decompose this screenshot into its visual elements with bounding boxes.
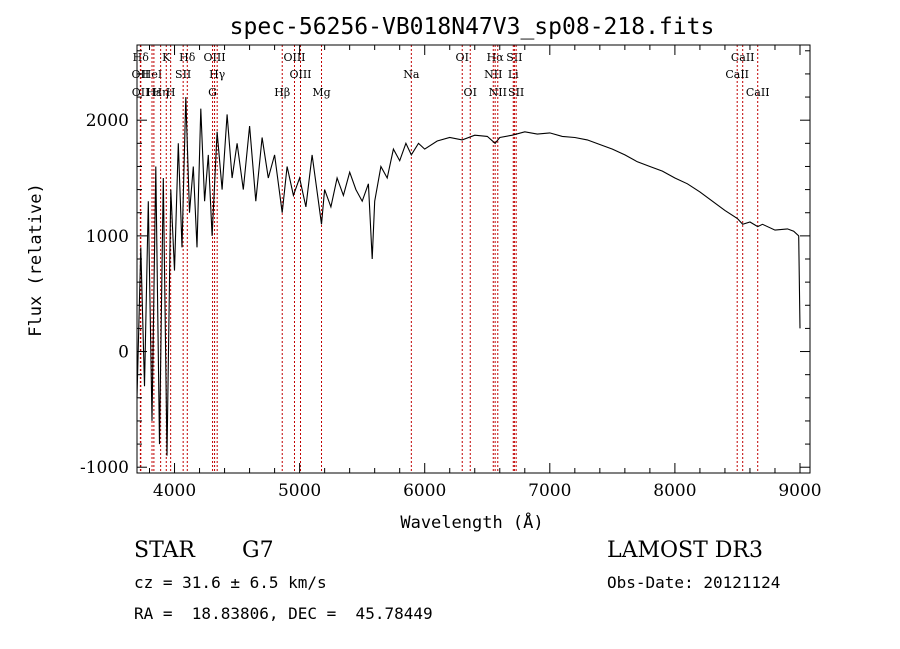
y-tick-label-2: 1000 [86,227,129,247]
object-class: STAR [134,538,195,563]
line-marker-label-24: Li [508,68,519,81]
line-marker-label-26: CaII [731,51,755,64]
line-marker-label-15: OIII [289,68,311,81]
x-tick-label-1: 5000 [278,481,321,501]
line-marker-label-21: NII [484,68,502,81]
emission-line-markers: HδOIIOIIHeIHεHηKSIIHHδOIIIHγGHβOIIIOIIIM… [132,45,770,473]
line-marker-label-23: SII [506,51,522,64]
line-marker-label-20: Hα [487,51,505,64]
line-marker-label-17: Na [403,68,420,81]
line-marker-label-28: CaII [746,86,770,99]
line-marker-label-14: OIII [283,51,305,64]
redshift-readout: cz = 31.6 ± 6.5 km/s [134,573,327,592]
line-marker-label-6: K [162,51,171,64]
line-marker-label-5: Hη [153,86,169,99]
y-axis-label: Flux (relative) [26,183,46,337]
line-marker-label-12: G [208,86,217,99]
series-line-0 [136,97,801,456]
object-subclass: G7 [242,538,274,563]
line-marker-label-10: OIII [204,51,226,64]
x-axis-label: Wavelength (Å) [400,511,543,533]
line-marker-label-3: HeI [142,68,162,81]
x-tick-label-4: 8000 [653,481,696,501]
coordinates-readout: RA = 18.83806, DEC = 45.78449 [134,604,433,623]
survey-name: LAMOST DR3 [607,538,763,563]
x-tick-label-3: 7000 [528,481,571,501]
x-tick-label-5: 9000 [778,481,821,501]
obs-date-readout: Obs-Date: 20121124 [607,573,781,592]
line-marker-label-18: OI [456,51,469,64]
chart-title: spec-56256-VB018N47V3_sp08-218.fits [230,14,715,40]
line-marker-label-19: OI [464,86,477,99]
line-marker-label-13: Hβ [274,86,290,99]
line-marker-label-25: SII [508,86,524,99]
spectrum-chart: spec-56256-VB018N47V3_sp08-218.fits Hδ OI… [26,14,822,533]
line-marker-label-9: Hδ [179,51,196,64]
line-marker-label-2: OII [132,86,150,99]
line-marker-label-8: H [166,86,176,99]
x-tick-label-0: 4000 [153,481,196,501]
line-marker-label-22: NII [489,86,507,99]
line-marker-label-7: SII [175,68,191,81]
y-tick-label-0: -1000 [80,458,129,478]
line-marker-label-16: Mg [312,86,330,99]
y-tick-label-1: 0 [118,343,129,363]
line-marker-label-4: Hε [146,86,162,99]
axes: 4000 5000 6000 7000 8000 9000 -1000 0 1000 2000 [80,45,822,501]
x-tick-label-2: 6000 [403,481,446,501]
spectrum-series [136,97,801,456]
line-marker-label-11: Hγ [209,68,226,81]
plot-frame [136,44,811,474]
line-marker-label-27: CaII [725,68,749,81]
y-tick-label-3: 2000 [86,111,129,131]
